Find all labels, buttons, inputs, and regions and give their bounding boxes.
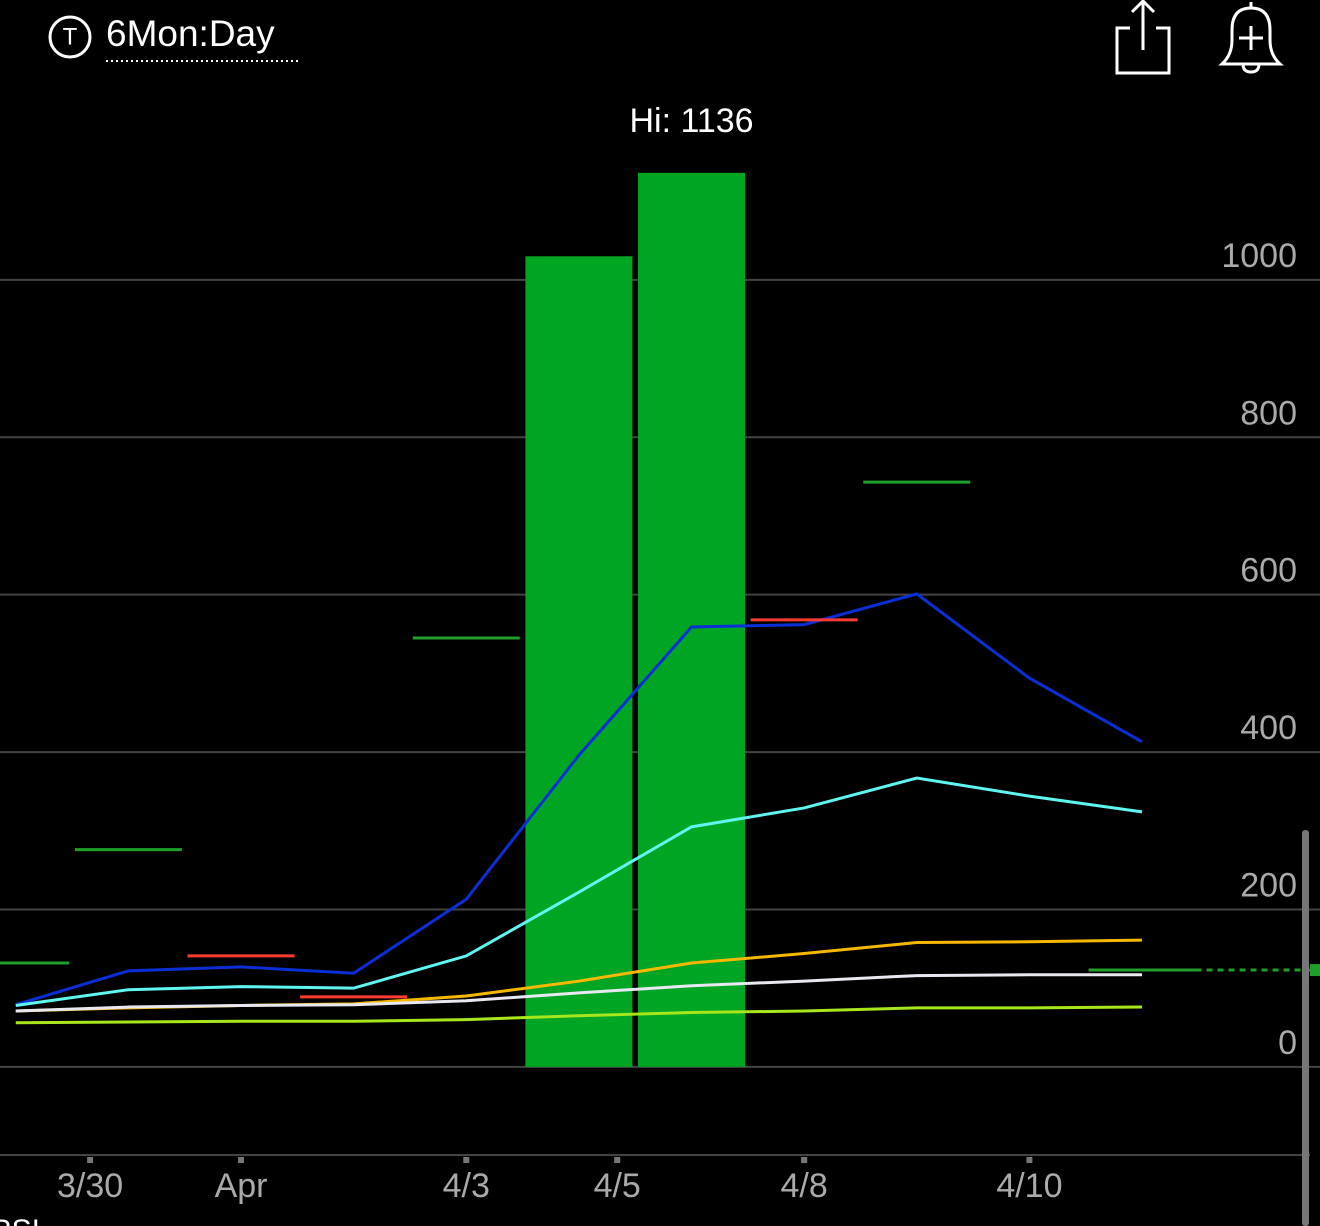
alert-icon[interactable]: [1218, 2, 1284, 74]
timeframe[interactable]: 6Mon:Day: [106, 13, 275, 54]
scrollbar[interactable]: [1302, 830, 1309, 1226]
y-tick-label: 200: [1240, 866, 1297, 904]
price-level-tag: [1310, 964, 1320, 977]
y-tick-label: 0: [1278, 1024, 1297, 1062]
x-tick-mark: [1026, 1157, 1033, 1163]
volume-bar: [638, 172, 746, 1067]
lower-panel-label: RSI: [0, 1214, 40, 1226]
symbol-icon-letter: T: [63, 23, 78, 50]
x-tick-mark: [801, 1157, 808, 1163]
x-tick-mark: [87, 1157, 94, 1163]
high-annotation: Hi: 1136: [629, 102, 753, 140]
x-tick-label: 4/5: [594, 1167, 641, 1205]
share-icon[interactable]: [1115, 0, 1171, 75]
x-tick-label: 4/3: [443, 1167, 490, 1205]
x-tick-label: Apr: [215, 1167, 268, 1205]
y-tick-label: 800: [1240, 394, 1297, 432]
y-tick-label: 400: [1240, 709, 1297, 747]
indicator-line: [15, 973, 1143, 1013]
x-tick-label: 4/10: [996, 1167, 1062, 1205]
x-tick-mark: [463, 1157, 470, 1163]
y-tick-label: 600: [1240, 552, 1297, 590]
y-tick-label: 1000: [1221, 237, 1297, 275]
indicator-line: [15, 592, 1143, 1007]
symbol-icon[interactable]: [48, 15, 92, 59]
x-tick-mark: [238, 1157, 245, 1163]
x-tick-mark: [614, 1157, 621, 1163]
x-tick-label: 3/30: [57, 1167, 123, 1205]
volume-bar: [525, 256, 633, 1067]
indicator-line: [15, 1005, 1143, 1025]
indicator-line: [15, 776, 1143, 1007]
x-tick-label: 4/8: [781, 1167, 828, 1205]
